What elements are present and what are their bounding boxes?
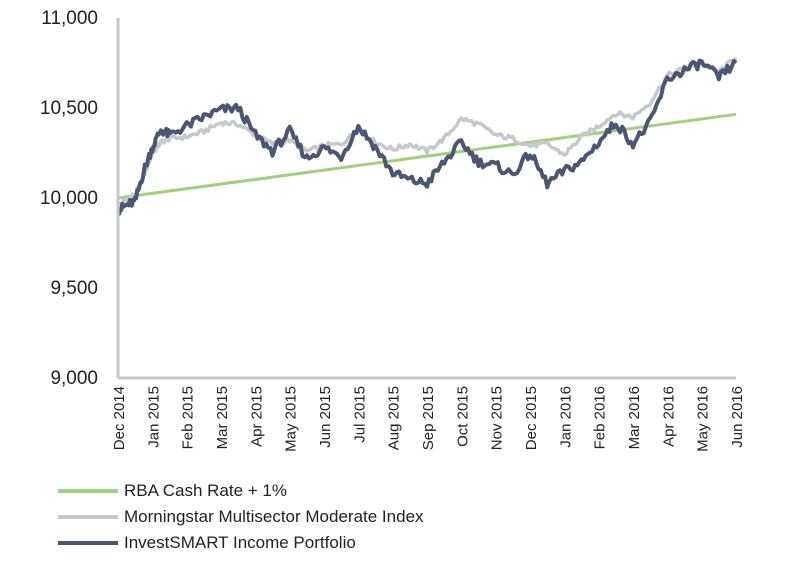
x-tick-label: Dec 2015 [523, 386, 540, 450]
legend-label-rba: RBA Cash Rate + 1% [124, 481, 288, 500]
y-tick-label: 10,500 [40, 98, 98, 119]
x-tick-label: Sep 2015 [420, 386, 437, 450]
legend-swatch-morningstar [58, 515, 118, 519]
series-line-morningstar [116, 56, 738, 207]
series-line-investsmart [116, 58, 738, 216]
x-tick-label: Jan 2016 [557, 386, 574, 448]
x-tick-labels: Dec 2014 Jan 2015 Feb 2015 Mar 2015 Apr 2015… [111, 386, 746, 452]
legend-label-morningstar: Morningstar Multisector Moderate Index [124, 507, 424, 526]
x-tick-label: Apr 2016 [660, 386, 677, 447]
y-tick-label: 11,000 [41, 8, 98, 29]
legend-item-investsmart: InvestSMART Income Portfolio [58, 530, 424, 556]
x-tick-label: Mar 2015 [214, 386, 231, 449]
x-tick-label: Jul 2015 [351, 386, 368, 443]
x-tick-label: May 2015 [283, 386, 300, 452]
series-lines [116, 56, 738, 216]
x-tick-label: Aug 2015 [386, 386, 403, 450]
legend-label-investsmart: InvestSMART Income Portfolio [124, 533, 356, 552]
x-tick-label: Nov 2015 [489, 386, 506, 450]
x-tick-label: Feb 2015 [180, 386, 197, 449]
x-tick-label: May 2016 [695, 386, 712, 452]
legend-item-morningstar: Morningstar Multisector Moderate Index [58, 504, 424, 530]
y-tick-labels: 9,000 9,500 10,000 10,500 11,000 [40, 8, 98, 389]
series-line-rba [117, 112, 737, 200]
y-tick-label: 10,000 [40, 188, 98, 209]
x-tick-label: Jun 2016 [729, 386, 746, 448]
x-tick-label: Jan 2015 [145, 386, 162, 448]
legend-swatch-investsmart [58, 541, 118, 545]
x-tick-label: Jun 2015 [317, 386, 334, 448]
legend: RBA Cash Rate + 1% Morningstar Multisect… [58, 478, 424, 556]
y-tick-label: 9,500 [50, 278, 98, 299]
legend-swatch-rba [58, 489, 118, 493]
x-tick-label: Feb 2016 [592, 386, 609, 449]
x-tick-label: Dec 2014 [111, 386, 128, 450]
x-tick-label: Mar 2016 [626, 386, 643, 449]
x-tick-label: Oct 2015 [454, 386, 471, 447]
legend-item-rba: RBA Cash Rate + 1% [58, 478, 424, 504]
y-tick-label: 9,000 [50, 368, 98, 389]
x-tick-label: Apr 2015 [248, 386, 265, 447]
